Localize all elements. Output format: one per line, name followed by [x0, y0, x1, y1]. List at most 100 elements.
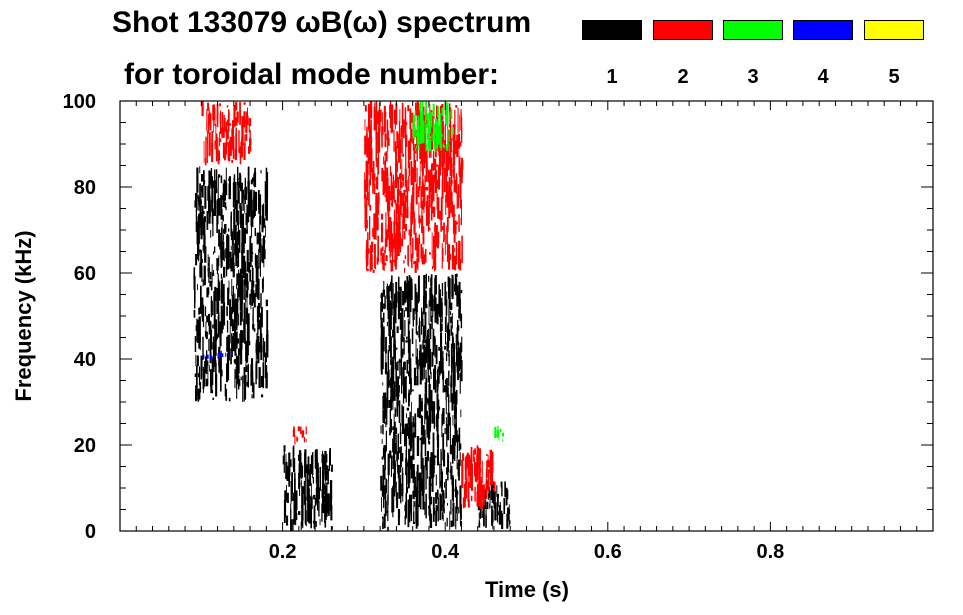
mode-2-streak	[431, 232, 433, 259]
mode-2-streak	[443, 222, 445, 241]
mode-1-streak	[200, 355, 202, 380]
mode-1-streak	[451, 367, 452, 388]
mode-2-streak	[404, 267, 406, 273]
mode-1-streak	[434, 338, 436, 358]
y-tick-label: 100	[63, 91, 96, 113]
mode-1-streak	[455, 506, 457, 530]
mode-1-streak	[478, 523, 481, 528]
mode-1-streak	[406, 336, 408, 340]
mode-1-streak	[264, 360, 266, 379]
mode-1-streak	[295, 503, 297, 516]
mode-1-streak	[401, 316, 404, 342]
mode-1-streak	[210, 271, 212, 280]
mode-1-streak	[412, 438, 415, 460]
mode-1-streak	[250, 179, 253, 185]
mode-2-streak	[436, 105, 438, 122]
mode-1-streak	[263, 235, 265, 255]
mode-2-streak	[451, 169, 453, 173]
mode-1-streak	[489, 490, 491, 509]
mode-2-streak	[461, 159, 464, 170]
mode-1-streak	[425, 493, 427, 519]
mode-1-streak	[233, 174, 236, 180]
mode-2-streak	[387, 192, 389, 217]
mode-1-streak	[397, 291, 400, 320]
mode-1-streak	[440, 324, 442, 330]
mode-1-streak	[302, 512, 304, 529]
mode-1-streak	[448, 350, 450, 363]
mode-2-streak	[229, 140, 231, 147]
mode-3-streak	[494, 426, 497, 438]
mode-1-streak	[435, 510, 437, 526]
mode-1-streak	[429, 494, 431, 521]
mode-1-streak	[226, 336, 228, 352]
mode-2-streak	[452, 150, 455, 178]
mode-1-streak	[241, 249, 244, 275]
mode-1-streak	[409, 501, 411, 523]
mode-1-streak	[222, 234, 224, 241]
mode-2-streak	[404, 195, 407, 218]
mode-1-streak	[213, 251, 214, 255]
mode-1-streak	[397, 361, 399, 371]
mode-1-streak	[196, 191, 198, 211]
mode-1-streak	[438, 361, 441, 376]
mode-1-streak	[258, 367, 261, 388]
mode-2-streak	[407, 140, 410, 169]
mode-1-streak	[382, 395, 384, 421]
mode-2-streak	[394, 199, 397, 204]
mode-1-streak	[407, 283, 410, 300]
mode-1-streak	[434, 379, 437, 393]
mode-2-streak	[473, 449, 475, 462]
mode-1-streak	[217, 273, 219, 299]
mode-1-streak	[425, 377, 428, 399]
mode-2-streak	[224, 118, 226, 132]
mode-1-streak	[396, 492, 399, 509]
mode-1-streak	[422, 457, 424, 474]
mode-1-streak	[426, 451, 429, 462]
mode-1-streak	[381, 330, 384, 348]
mode-1-streak	[417, 492, 419, 506]
mode-1-streak	[448, 329, 450, 340]
mode-1-streak	[244, 338, 246, 344]
mode-2-streak	[461, 235, 463, 264]
mode-3-streak	[447, 102, 449, 113]
mode-2-streak	[375, 196, 377, 218]
mode-2-streak	[446, 181, 449, 208]
mode-1-streak	[428, 349, 431, 370]
mode-4-streak	[225, 352, 227, 357]
mode-2-streak	[412, 168, 415, 191]
mode-1-streak	[204, 216, 206, 223]
mode-2-streak	[442, 170, 444, 199]
mode-1-streak	[262, 337, 264, 362]
mode-3-streak	[452, 127, 454, 135]
mode-1-streak	[325, 453, 328, 463]
mode-2-streak	[387, 131, 389, 149]
mode-1-streak	[412, 521, 416, 524]
mode-2-streak	[429, 252, 431, 255]
mode-2-streak	[373, 173, 376, 181]
mode-1-streak	[500, 510, 503, 523]
mode-2-streak	[490, 475, 492, 478]
mode-2-streak	[375, 214, 377, 241]
mode-1-streak	[231, 279, 233, 296]
legend-label-mode-4: 4	[817, 66, 829, 88]
spectrogram-data-layer	[193, 101, 511, 531]
mode-1-streak	[410, 494, 413, 522]
mode-1-streak	[210, 369, 212, 387]
mode-1-streak	[236, 284, 237, 289]
mode-1-streak	[211, 358, 214, 386]
mode-1-streak	[199, 183, 201, 207]
mode-1-streak	[397, 508, 400, 526]
mode-1-streak	[428, 275, 430, 282]
mode-1-streak	[404, 310, 405, 318]
mode-1-streak	[418, 320, 421, 342]
mode-1-streak	[314, 497, 317, 507]
mode-1-streak	[430, 452, 433, 479]
mode-1-streak	[506, 513, 509, 529]
mode-1-streak	[385, 500, 387, 515]
mode-1-streak	[454, 283, 456, 292]
mode-2-streak	[422, 226, 425, 245]
mode-1-streak	[424, 312, 427, 337]
mode-1-streak	[238, 229, 241, 253]
mode-2-streak	[382, 246, 384, 251]
mode-1-streak	[227, 287, 230, 306]
